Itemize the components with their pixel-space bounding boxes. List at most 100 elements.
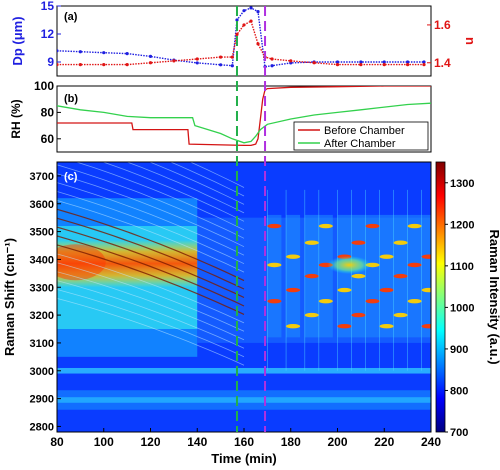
n-trace xyxy=(57,20,424,66)
heatmap-band xyxy=(57,390,431,410)
heatmap-peak xyxy=(337,287,352,293)
heatmap-fringe xyxy=(57,191,245,265)
colorbar-tick-label: 1300 xyxy=(450,178,474,190)
heatmap-peak xyxy=(318,298,333,304)
y-tick-label: 3300 xyxy=(30,282,54,294)
heatmap-fringe xyxy=(101,162,245,222)
heatmap-block xyxy=(379,214,394,338)
x-tick-label: 220 xyxy=(374,435,394,449)
panel-b: 60 80 100 (b) RH (%) Before Chamber After … xyxy=(9,79,432,153)
heatmap-peak xyxy=(407,298,422,304)
heatmap-peak xyxy=(421,287,431,293)
y-tick-label: 3600 xyxy=(30,199,54,211)
y-tick-label-left: 9 xyxy=(47,55,54,69)
heatmap-fringe xyxy=(126,162,245,214)
heatmap-block xyxy=(407,214,422,338)
colorbar-label: Raman Intensity (a.u.) xyxy=(487,229,500,364)
heatmap-fringe xyxy=(57,298,245,366)
heatmap-peak xyxy=(393,312,408,318)
panel-a-label: (a) xyxy=(64,11,78,23)
heatmap-peak xyxy=(286,324,301,329)
y-tick-label: 3500 xyxy=(30,227,54,239)
heatmap-peak xyxy=(267,223,282,229)
heatmap-fringe xyxy=(57,208,245,282)
x-tick-label: 200 xyxy=(327,435,347,449)
y-tick-label-left: 15 xyxy=(41,0,55,13)
colorbar-tick-label: 800 xyxy=(450,385,468,397)
heatmap-block xyxy=(365,214,380,338)
heatmap-peak xyxy=(351,240,366,245)
heatmap-fringe xyxy=(57,226,245,299)
heatmap-peak xyxy=(379,324,394,329)
heatmap-fringe xyxy=(57,262,245,332)
legend-label-after: After Chamber xyxy=(324,138,396,150)
dp-point xyxy=(219,63,223,67)
heatmap-peak xyxy=(351,312,366,318)
y-tick-label-right: 1.6 xyxy=(434,18,451,32)
dp-point xyxy=(335,60,340,64)
heatmap-block xyxy=(421,214,431,338)
heatmap-peak xyxy=(304,312,319,318)
y-tick-label: 3200 xyxy=(30,310,54,322)
heatmap-peak xyxy=(304,240,319,245)
heatmap-peak xyxy=(267,298,282,304)
y-tick-label: 3000 xyxy=(30,366,54,378)
y-tick-label-left: 12 xyxy=(41,27,55,41)
n-point xyxy=(78,63,82,67)
heatmap-peak xyxy=(286,287,301,293)
heatmap-block xyxy=(267,214,282,338)
heatmap-peak xyxy=(351,273,366,279)
heatmap-hotspot xyxy=(57,244,106,281)
heatmap-peak xyxy=(337,324,352,329)
dp-point xyxy=(78,50,82,54)
panel-c-ylabel: Raman Shift (cm⁻¹) xyxy=(2,238,17,356)
heatmap-peak xyxy=(286,254,301,259)
panel-a-ylabel-left: Dp (μm) xyxy=(10,16,25,65)
heatmap-peak xyxy=(393,273,408,279)
heatmap-block xyxy=(286,214,301,338)
heatmap-fringe xyxy=(57,271,245,341)
y-tick-label: 2900 xyxy=(30,394,54,406)
heatmap-peak xyxy=(421,254,431,259)
dp-point xyxy=(406,60,410,64)
heatmap-peak xyxy=(267,262,282,268)
heatmap-peak xyxy=(407,223,422,229)
legend-box xyxy=(293,121,429,151)
x-tick-label: 100 xyxy=(94,435,114,449)
panel-a: 9 12 15 1.4 1.6 (a) Dp (μm) n xyxy=(10,0,478,77)
heatmap-fringe xyxy=(57,280,245,349)
heatmap-fringe xyxy=(57,253,245,324)
panel-b-ylabel: RH (%) xyxy=(9,99,23,138)
heatmap-peak xyxy=(393,240,408,245)
heatmap-fringe xyxy=(57,200,245,273)
heatmap-fringe xyxy=(189,162,245,188)
x-tick-label: 80 xyxy=(50,435,64,449)
heatmap-block xyxy=(337,214,352,338)
rh-after-line xyxy=(57,102,431,144)
dp-trace xyxy=(57,7,424,68)
colorbar-tick-label: 1200 xyxy=(450,219,474,231)
panel-c-xlabel: Time (min) xyxy=(211,451,277,466)
heatmap-hotspot xyxy=(327,255,372,274)
colorbar-tick-label: 1100 xyxy=(450,261,474,273)
heatmap-fringe xyxy=(57,244,245,315)
heatmap-peak xyxy=(407,262,422,268)
heatmap-peak xyxy=(318,223,333,229)
panel-c-label: (c) xyxy=(64,171,78,183)
heatmap-fringe xyxy=(57,164,245,239)
heatmap-fringe xyxy=(57,289,245,358)
heatmap-block xyxy=(318,214,333,338)
panel-b-legend: Before Chamber After Chamber xyxy=(293,121,429,151)
n-point xyxy=(312,61,316,65)
heatmap-fringe xyxy=(57,235,245,307)
heatmap-fringe xyxy=(57,173,245,248)
y-tick-label: 3400 xyxy=(30,254,54,266)
y-tick-label: 100 xyxy=(34,79,54,93)
rh-before-line xyxy=(57,86,431,147)
heatmap-peak xyxy=(304,273,319,279)
y-tick-label: 3700 xyxy=(30,171,54,183)
colorbar xyxy=(435,161,446,433)
x-tick-label: 140 xyxy=(187,435,207,449)
panel-b-label: (b) xyxy=(64,93,78,105)
